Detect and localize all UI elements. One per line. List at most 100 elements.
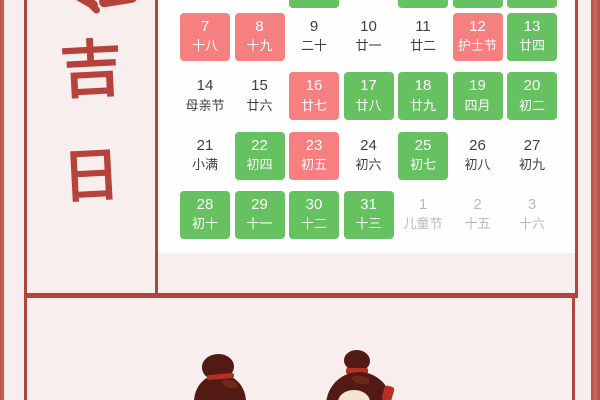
day-number: 24 xyxy=(360,136,377,154)
partial-top-row-cell xyxy=(507,0,557,8)
day-number: 14 xyxy=(196,77,214,95)
day-number: 2 xyxy=(473,195,482,213)
calendar-day-cell[interactable]: 14 母亲节 xyxy=(180,72,230,120)
lunar-label: 初九 xyxy=(518,156,545,172)
lunar-label: 廿七 xyxy=(300,97,327,113)
calendar-day-cell[interactable]: 11 廿二 xyxy=(398,13,448,61)
lunar-label: 廿四 xyxy=(518,38,545,54)
calendar-day-cell[interactable]: 16 廿七 xyxy=(289,72,339,121)
calendar-day-cell[interactable]: 23 初五 xyxy=(289,131,339,180)
day-number: 16 xyxy=(305,77,323,95)
calendar-grid: 7 十八 8 十九 9 二十 10 廿一 11 廿二 12 护士节 13 廿四 14 母亲节 15 廿六 16 廿七 1… xyxy=(180,13,557,239)
title-calendar-divider xyxy=(155,0,158,293)
calendar-day-cell[interactable]: 29 十一 xyxy=(234,190,285,239)
lunar-label: 初四 xyxy=(246,156,273,172)
calendar-day-cell[interactable]: 20 初二 xyxy=(507,72,557,121)
lunar-label: 母亲节 xyxy=(185,97,225,113)
partial-calligraphy-stroke xyxy=(97,0,138,8)
lunar-label: 初七 xyxy=(409,156,436,172)
day-number: 7 xyxy=(200,18,210,35)
day-number: 19 xyxy=(469,77,486,95)
day-number: 29 xyxy=(251,195,268,213)
day-number: 23 xyxy=(305,136,323,154)
lunar-label: 初八 xyxy=(464,156,491,172)
lunar-label: 廿六 xyxy=(246,97,273,113)
lunar-label: 廿九 xyxy=(409,97,436,113)
lunar-label: 廿一 xyxy=(355,38,382,54)
calendar-day-cell[interactable]: 8 十九 xyxy=(234,13,285,61)
day-number: 11 xyxy=(415,18,431,35)
right-figure-face xyxy=(338,390,370,400)
calendar-day-cell[interactable]: 25 初七 xyxy=(398,131,448,180)
lunar-label: 廿二 xyxy=(409,38,436,54)
lunar-label: 四月 xyxy=(464,97,491,113)
day-number: 1 xyxy=(418,195,428,213)
lunar-label: 初二 xyxy=(518,97,545,113)
lunar-label: 二十 xyxy=(300,38,327,54)
calendar-day-cell[interactable]: 31 十三 xyxy=(343,190,394,239)
section-divider xyxy=(23,293,578,298)
lunar-label: 十三 xyxy=(355,216,382,232)
title-character-ji: 吉 xyxy=(57,35,124,107)
illustration-section xyxy=(23,297,575,400)
calendar-day-cell[interactable]: 22 初四 xyxy=(234,131,285,180)
calendar-day-cell[interactable]: 12 护士节 xyxy=(452,13,503,61)
calendar-day-cell[interactable]: 7 十八 xyxy=(180,13,230,61)
day-number: 15 xyxy=(251,77,268,95)
day-number: 30 xyxy=(305,195,323,213)
partial-top-row-cell xyxy=(289,0,339,8)
calendar-day-cell[interactable]: 28 初十 xyxy=(180,190,230,239)
frame-right-border xyxy=(575,0,578,293)
calendar-day-cell[interactable]: 1 儿童节 xyxy=(398,191,448,239)
right-figure-red-band xyxy=(346,368,368,374)
calendar-day-cell[interactable]: 21 小满 xyxy=(180,132,230,180)
day-number: 21 xyxy=(196,136,214,154)
calendar-day-cell[interactable]: 26 初八 xyxy=(453,132,503,180)
day-number: 12 xyxy=(469,18,486,35)
title-character-ri: 日 xyxy=(60,142,122,211)
lunar-label: 十九 xyxy=(246,38,273,54)
calendar-day-cell[interactable]: 2 十五 xyxy=(453,191,503,239)
lunar-label: 儿童节 xyxy=(403,216,443,232)
day-number: 13 xyxy=(523,18,541,35)
calendar-day-cell[interactable]: 30 十二 xyxy=(289,190,339,239)
calendar-day-cell[interactable]: 9 二十 xyxy=(289,13,339,61)
calendar-day-cell[interactable]: 15 廿六 xyxy=(235,72,285,120)
lunar-label: 十六 xyxy=(518,216,545,232)
lunar-label: 廿八 xyxy=(355,97,382,113)
day-number: 28 xyxy=(196,195,214,213)
calendar-day-cell[interactable]: 24 初六 xyxy=(344,132,394,180)
lunar-label: 十五 xyxy=(464,216,491,232)
day-number: 22 xyxy=(251,136,268,154)
partial-top-row-cell xyxy=(452,0,503,8)
day-number: 17 xyxy=(360,77,377,95)
left-edge-decorative-bar xyxy=(0,0,4,400)
day-number: 25 xyxy=(414,136,432,154)
partial-top-row-cell xyxy=(398,0,448,8)
day-number: 20 xyxy=(523,77,541,95)
day-number: 26 xyxy=(469,136,486,154)
day-number: 27 xyxy=(523,136,541,154)
day-number: 10 xyxy=(360,18,377,35)
title-panel: 吉 日 xyxy=(27,0,156,293)
day-number: 9 xyxy=(309,18,319,35)
calendar-day-cell[interactable]: 27 初九 xyxy=(507,132,557,180)
lunar-label: 初五 xyxy=(300,156,327,172)
lunar-label: 初十 xyxy=(191,216,218,232)
calendar-day-cell[interactable]: 17 廿八 xyxy=(343,72,394,121)
day-number: 3 xyxy=(527,195,537,213)
day-number: 31 xyxy=(360,195,377,213)
calendar-day-cell[interactable]: 13 廿四 xyxy=(507,13,557,61)
lunar-label: 初六 xyxy=(355,156,382,172)
lunar-label: 小满 xyxy=(191,156,218,172)
frame-left-border xyxy=(23,0,27,297)
day-number: 18 xyxy=(414,77,432,95)
calendar-day-cell[interactable]: 3 十六 xyxy=(507,191,557,239)
lunar-label: 十一 xyxy=(246,216,273,232)
day-number: 8 xyxy=(255,18,264,35)
calendar-day-cell[interactable]: 19 四月 xyxy=(452,72,503,121)
calendar-day-cell[interactable]: 18 廿九 xyxy=(398,72,448,121)
calendar-day-cell[interactable]: 10 廿一 xyxy=(344,13,394,61)
lunar-label: 十二 xyxy=(300,216,327,232)
